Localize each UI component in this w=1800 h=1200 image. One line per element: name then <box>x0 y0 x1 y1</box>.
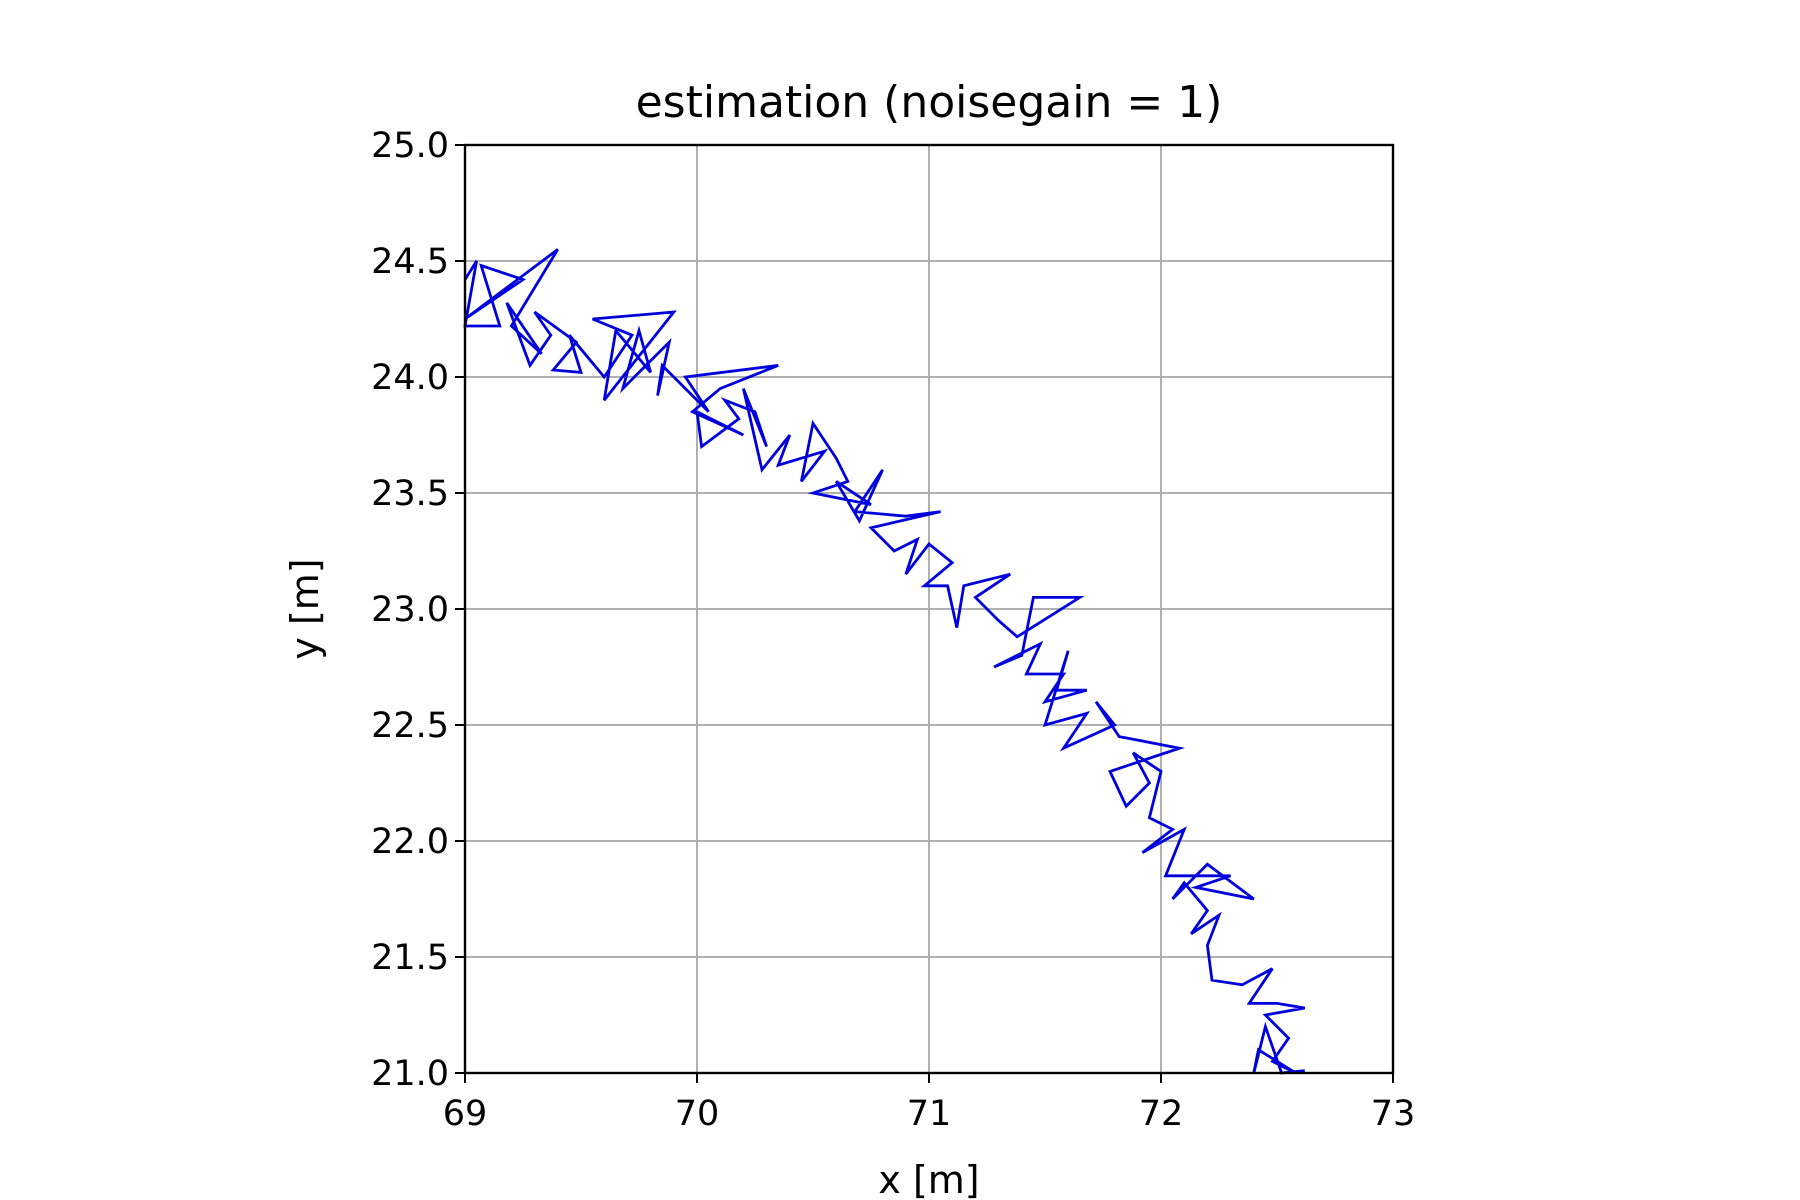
y-tick-label: 21.5 <box>371 938 449 978</box>
x-axis-ticks: 69 70 71 72 73 <box>443 1073 1416 1134</box>
y-axis-label: y [m] <box>283 558 327 659</box>
x-tick-label: 73 <box>1371 1094 1416 1134</box>
x-tick-label: 71 <box>907 1094 952 1134</box>
y-tick-label: 24.5 <box>371 242 449 282</box>
y-tick-label: 22.0 <box>371 822 449 862</box>
x-axis-label: x [m] <box>878 1158 979 1200</box>
y-tick-label: 23.5 <box>371 474 449 514</box>
y-tick-label: 21.0 <box>371 1054 449 1094</box>
y-tick-label: 24.0 <box>371 358 449 398</box>
grid <box>464 144 1394 1074</box>
series-line-0 <box>463 248 1306 1075</box>
y-tick-label: 23.0 <box>371 590 449 630</box>
x-tick-label: 70 <box>675 1094 720 1134</box>
y-axis-ticks: 21.0 21.5 22.0 22.5 23.0 23.5 24.0 24.5 25.0 <box>371 126 465 1094</box>
plot-area <box>463 248 1306 1075</box>
chart-title: estimation (noisegain = 1) <box>636 77 1223 128</box>
y-tick-label: 22.5 <box>371 706 449 746</box>
x-tick-label: 69 <box>443 1094 488 1134</box>
y-tick-label: 25.0 <box>371 126 449 166</box>
x-tick-label: 72 <box>1139 1094 1184 1134</box>
